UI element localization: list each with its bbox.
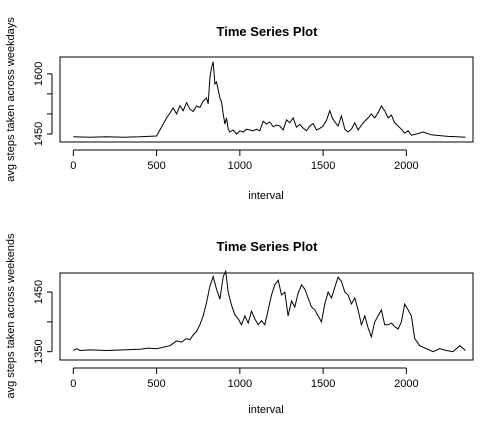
y-tick-label: 1450 (33, 280, 45, 304)
weekend-series-line (73, 269, 466, 353)
x-tick-label: 1500 (311, 378, 335, 390)
x-tick-label: 1000 (228, 378, 252, 390)
chart-title: Time Series Plot (217, 239, 319, 254)
x-axis: 0 500 1000 1500 2000 (70, 149, 419, 172)
x-tick-label: 1500 (311, 160, 335, 172)
y-axis: 1450 1600 (33, 62, 53, 146)
y-tick-label: 1600 (33, 62, 45, 86)
x-axis-label: interval (248, 190, 283, 202)
x-tick-label: 1000 (228, 160, 252, 172)
y-axis: 1350 1450 (33, 280, 53, 364)
x-tick-label: 0 (70, 378, 76, 390)
x-tick-label: 500 (147, 160, 165, 172)
y-axis-label: avg steps taken across weekdays (5, 17, 17, 182)
x-axis-label: interval (248, 404, 283, 416)
plot-frame (59, 56, 474, 143)
weekday-series-line (73, 61, 466, 138)
y-tick-label: 1350 (33, 339, 45, 363)
x-tick-label: 500 (147, 378, 165, 390)
x-tick-label: 0 (70, 160, 76, 172)
chart-title: Time Series Plot (217, 24, 319, 39)
weekends-panel: Time Series Plot 0 500 1000 1500 2000 1350 14… (5, 233, 474, 416)
x-axis: 0 500 1000 1500 2000 (70, 367, 419, 390)
plot-frame (59, 272, 474, 361)
y-axis-label: avg steps taken across weekends (5, 233, 17, 399)
x-tick-label: 2000 (394, 378, 418, 390)
y-tick-label: 1450 (33, 122, 45, 146)
x-tick-label: 2000 (394, 160, 418, 172)
weekdays-panel: Time Series Plot 0 500 1000 1500 2000 1450 16… (5, 17, 474, 202)
